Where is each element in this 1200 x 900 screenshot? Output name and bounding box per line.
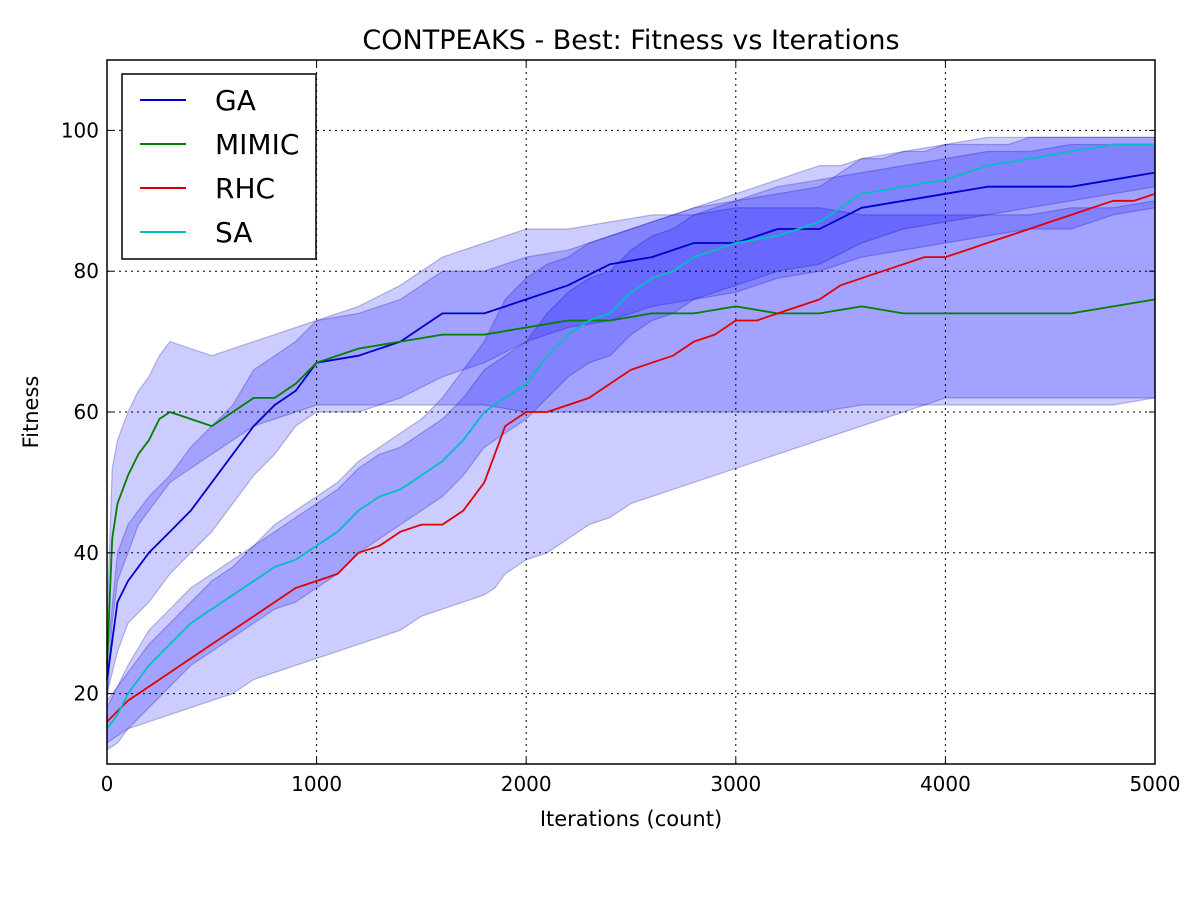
x-tick-label: 2000 [501, 772, 552, 796]
ga-line [106, 171, 1156, 680]
y-tick-label: 80 [74, 259, 99, 283]
legend: GA MIMIC RHC SA [121, 73, 317, 260]
x-axis-label: Iterations (count) [540, 807, 722, 831]
legend-label-mimic: MIMIC [215, 128, 299, 161]
rhc-line [106, 192, 1156, 723]
legend-label-sa: SA [215, 216, 252, 249]
mimic-line [106, 298, 1156, 666]
x-tick-label: 5000 [1130, 772, 1181, 796]
x-tick-label: 1000 [291, 772, 342, 796]
chart-title: CONTPEAKS - Best: Fitness vs Iterations [362, 25, 899, 56]
legend-label-ga: GA [215, 84, 256, 117]
x-tick-label: 3000 [710, 772, 761, 796]
y-tick-label: 100 [61, 118, 99, 142]
axis-ticks: 0 1000 2000 3000 4000 5000 20 40 60 80 100 [61, 60, 1181, 796]
x-tick-label: 4000 [920, 772, 971, 796]
legend-box [121, 73, 317, 260]
y-tick-label: 20 [74, 682, 99, 706]
y-axis-label: Fitness [19, 376, 43, 449]
y-tick-label: 60 [74, 400, 99, 424]
series-lines [106, 143, 1156, 730]
x-tick-label: 0 [101, 772, 114, 796]
legend-label-rhc: RHC [215, 172, 275, 205]
sa-line [106, 143, 1155, 730]
y-tick-label: 40 [74, 541, 99, 565]
